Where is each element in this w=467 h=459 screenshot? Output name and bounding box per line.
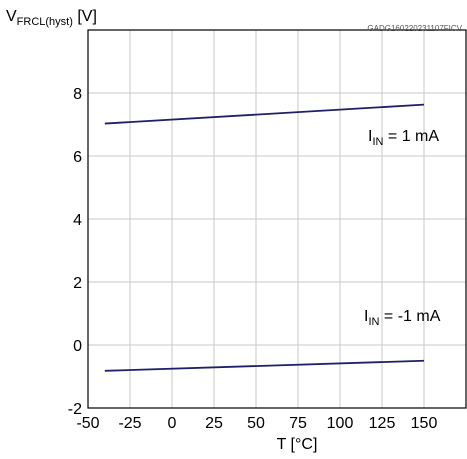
series-group <box>104 103 425 372</box>
x-tick-label: 25 <box>205 415 223 432</box>
x-tick-label: 50 <box>247 415 265 432</box>
y-tick-labels: -2 0 2 4 6 8 <box>68 86 82 418</box>
series-label-neg: IIN = -1 mA <box>364 308 441 328</box>
x-axis-title: T [°C] <box>277 436 318 453</box>
x-tick-label: 0 <box>168 415 177 432</box>
y-tick-label: -2 <box>68 401 82 418</box>
y-axis-title-unit: [V] <box>73 8 97 25</box>
series-line-1 <box>104 359 425 372</box>
series-label-pos: IIN = 1 mA <box>368 128 439 148</box>
y-tick-label: 6 <box>73 149 82 166</box>
plot-frame <box>87 29 467 409</box>
y-axis-title: VFRCL(hyst) [V] <box>6 8 97 28</box>
series-line-0 <box>104 103 425 125</box>
y-axis-title-sub: FRCL(hyst) <box>17 16 73 28</box>
x-tick-label: -25 <box>118 415 141 432</box>
y-tick-label: 8 <box>73 86 82 103</box>
x-tick-label: 150 <box>411 415 438 432</box>
y-tick-label: 0 <box>73 338 82 355</box>
x-tick-labels: -50 -25 0 25 50 75 100 125 150 <box>76 415 437 432</box>
y-tick-label: 2 <box>73 275 82 292</box>
figure-code: GADG160220231107FICV <box>367 24 462 33</box>
x-tick-label: -50 <box>76 415 99 432</box>
y-tick-label: 4 <box>73 212 82 229</box>
x-tick-label: 125 <box>369 415 396 432</box>
y-axis-title-main: V <box>6 8 17 25</box>
x-tick-label: 75 <box>289 415 307 432</box>
x-tick-label: 100 <box>327 415 354 432</box>
grid <box>88 30 466 408</box>
